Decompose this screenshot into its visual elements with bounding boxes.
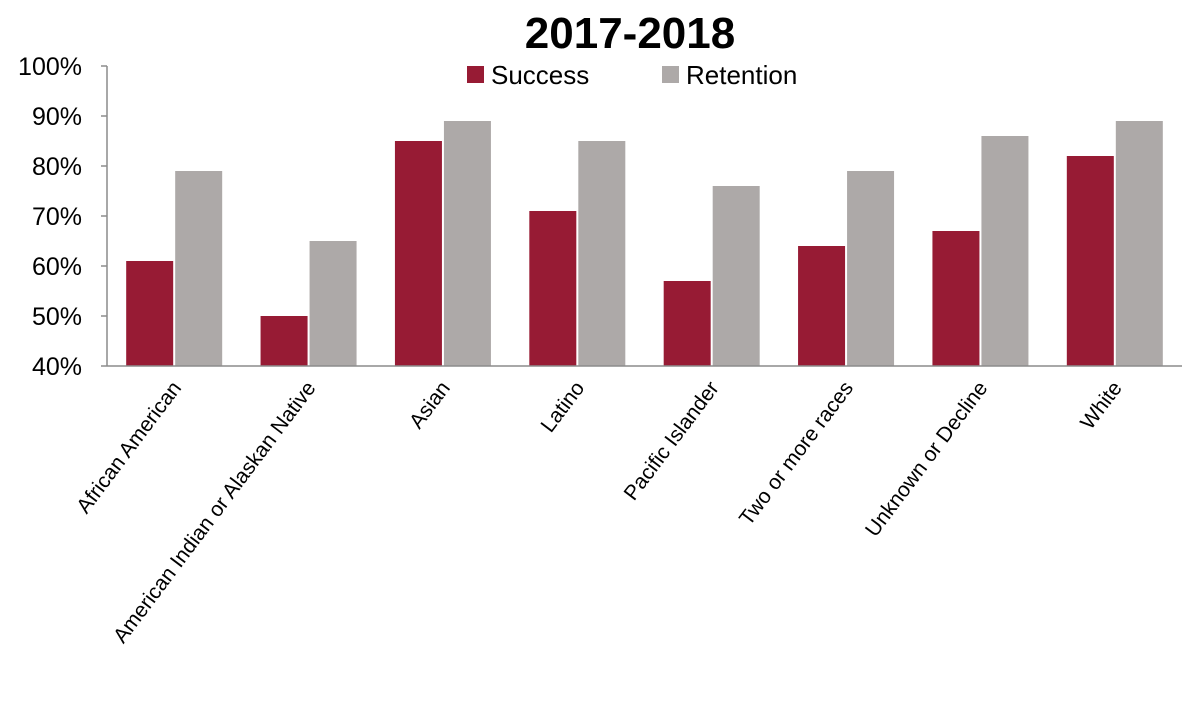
- bars: [126, 121, 1163, 366]
- bar-success-pacific-islander: [663, 281, 711, 366]
- x-category-label: Two or more races: [735, 377, 858, 530]
- y-tick-label: 80%: [32, 153, 82, 181]
- legend: Success Retention: [467, 60, 797, 90]
- bar-success-latino: [529, 211, 577, 366]
- legend-label-success: Success: [491, 60, 589, 90]
- bar-retention-two-or-more-races: [847, 171, 895, 366]
- y-tick-label: 50%: [32, 303, 82, 331]
- x-category-label: Pacific Islander: [620, 377, 724, 505]
- chart-title: 2017-2018: [525, 9, 735, 58]
- x-category-label: Asian: [405, 377, 455, 433]
- legend-swatch-success: [467, 66, 484, 83]
- bar-retention-asian: [443, 121, 491, 366]
- bar-success-white: [1066, 156, 1114, 366]
- x-category-label: Latino: [537, 377, 590, 437]
- bar-success-two-or-more-races: [798, 246, 846, 366]
- legend-label-retention: Retention: [686, 60, 797, 90]
- bar-retention-african-american: [175, 171, 223, 366]
- y-tick-label: 90%: [32, 103, 82, 131]
- y-axis: 40% 50% 60% 70% 80% 90% 100%: [18, 53, 108, 381]
- y-tick-label: 60%: [32, 253, 82, 281]
- bar-retention-white: [1115, 121, 1163, 366]
- x-category-label: White: [1076, 377, 1127, 434]
- bar-success-american-indian-or-alaskan-native: [260, 316, 308, 366]
- legend-swatch-retention: [662, 66, 679, 83]
- bar-retention-unknown-or-decline: [981, 136, 1029, 366]
- x-category-label: African American: [72, 377, 186, 518]
- x-category-label: Unknown or Decline: [861, 377, 992, 541]
- bar-success-asian: [394, 141, 442, 366]
- bar-success-african-american: [126, 261, 174, 366]
- bar-retention-latino: [578, 141, 626, 366]
- bar-retention-american-indian-or-alaskan-native: [309, 241, 357, 366]
- y-tick-label: 40%: [32, 353, 82, 381]
- y-tick-label: 70%: [32, 203, 82, 231]
- y-tick-label: 100%: [18, 53, 82, 81]
- bar-success-unknown-or-decline: [932, 231, 980, 366]
- bar-retention-pacific-islander: [712, 186, 760, 366]
